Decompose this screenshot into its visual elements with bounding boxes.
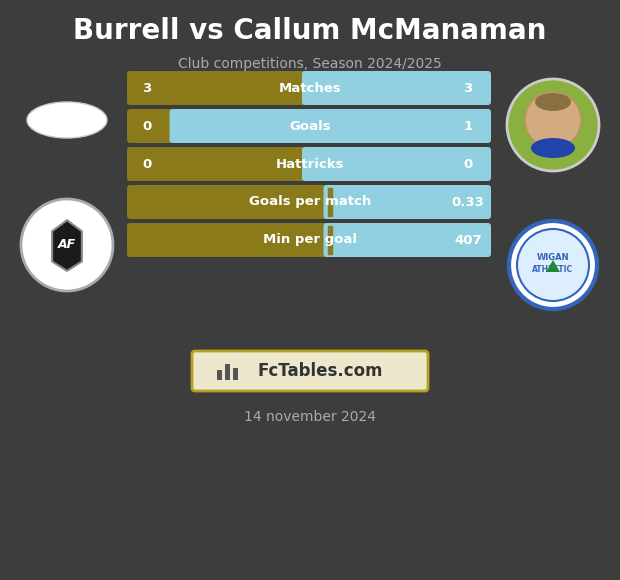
Text: 0: 0 [463,158,472,171]
Text: Min per goal: Min per goal [263,234,357,246]
Text: Burrell vs Callum McManaman: Burrell vs Callum McManaman [73,17,547,45]
Polygon shape [546,260,560,272]
Text: 407: 407 [454,234,482,246]
Text: WIGAN: WIGAN [537,253,569,263]
FancyBboxPatch shape [127,223,337,257]
Text: 0: 0 [143,158,152,171]
Bar [225,364,230,380]
FancyBboxPatch shape [127,109,184,143]
Text: Goals per match: Goals per match [249,195,371,208]
FancyBboxPatch shape [302,71,491,105]
FancyBboxPatch shape [192,351,428,391]
Text: 0.33: 0.33 [451,195,484,208]
Text: 1: 1 [463,119,472,132]
Ellipse shape [27,102,107,138]
Polygon shape [52,220,82,271]
FancyBboxPatch shape [127,147,316,181]
FancyBboxPatch shape [127,71,316,105]
FancyBboxPatch shape [302,147,491,181]
FancyBboxPatch shape [324,223,491,257]
Circle shape [509,221,597,309]
Ellipse shape [531,138,575,158]
Text: 14 november 2024: 14 november 2024 [244,410,376,424]
Text: ATHLETIC: ATHLETIC [533,266,574,274]
Circle shape [21,199,113,291]
FancyBboxPatch shape [169,109,491,143]
Text: Matches: Matches [278,82,342,95]
Bar [233,368,238,380]
Text: 3: 3 [143,82,152,95]
FancyBboxPatch shape [324,185,491,219]
Text: FcTables.com: FcTables.com [257,362,383,380]
Text: AF: AF [58,238,76,252]
Text: Goals: Goals [289,119,331,132]
Circle shape [525,92,581,148]
Text: 0: 0 [143,119,152,132]
Bar [217,370,222,380]
Circle shape [517,229,589,301]
Text: Club competitions, Season 2024/2025: Club competitions, Season 2024/2025 [178,57,442,71]
Text: Hattricks: Hattricks [276,158,344,171]
Circle shape [507,79,599,171]
Text: 3: 3 [463,82,472,95]
Ellipse shape [535,93,571,111]
FancyBboxPatch shape [127,185,337,219]
